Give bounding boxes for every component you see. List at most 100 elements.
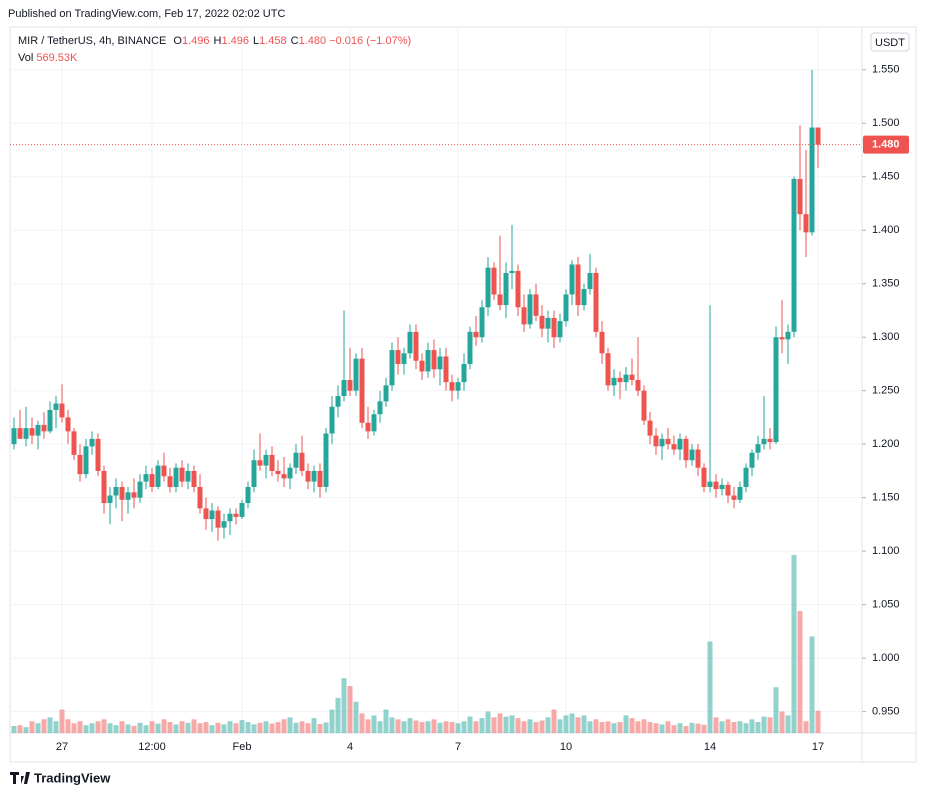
x-tick-label: 27 — [56, 741, 68, 753]
volume-bar — [809, 636, 815, 733]
candle-body — [635, 380, 641, 391]
candle-body — [83, 446, 89, 475]
candle-body — [671, 444, 677, 450]
volume-bar — [125, 724, 131, 733]
legend: MIR / TetherUS, 4h, BINANCE O1.496 H1.496… — [18, 35, 411, 47]
candle-body — [149, 474, 155, 487]
volume-bar — [281, 719, 287, 733]
volume-bar — [113, 725, 119, 733]
volume-bar — [287, 717, 293, 733]
candle-body — [317, 470, 323, 487]
grid — [10, 27, 862, 733]
volume-bar — [479, 718, 485, 733]
candle-body — [305, 470, 311, 482]
y-tick-label: 1.500 — [872, 117, 900, 129]
volume-bar — [797, 610, 803, 733]
volume-bar — [455, 723, 461, 733]
volume-bar — [131, 725, 137, 733]
candle-body — [593, 273, 599, 332]
candle-body — [743, 467, 749, 487]
candle-body — [419, 360, 425, 372]
volume-bar — [815, 710, 821, 733]
volume-bar — [557, 719, 563, 733]
x-tick-label: 12:00 — [138, 741, 166, 753]
candle-body — [653, 435, 659, 447]
volume-bar — [197, 723, 203, 733]
x-tick-label: 17 — [812, 741, 824, 753]
volume-bar — [467, 716, 473, 733]
volume-bar — [41, 719, 47, 733]
candle-body — [665, 438, 671, 445]
candle-body — [89, 438, 95, 447]
candle-body — [659, 438, 665, 447]
published: Published on TradingView.com, Feb 17, 20… — [8, 8, 285, 20]
currency[interactable]: USDT — [875, 37, 905, 49]
volume-bar — [341, 678, 347, 733]
candle-body — [131, 492, 137, 498]
candle-body — [563, 294, 569, 322]
y-tick-label: 1.400 — [872, 224, 900, 236]
candle-body — [35, 424, 41, 436]
candle-body — [371, 414, 377, 432]
volume-bar — [515, 718, 521, 733]
y-tick-label: 1.050 — [872, 599, 900, 611]
candle-body — [779, 337, 785, 340]
volume-bar — [461, 721, 467, 733]
candle-body — [737, 486, 743, 500]
y-tick-label: 1.150 — [872, 492, 900, 504]
candle-body — [77, 454, 83, 475]
legend-value: 1.480 — [298, 35, 327, 47]
volume-bar — [323, 722, 329, 733]
currency-button[interactable] — [870, 32, 910, 52]
candle-body — [395, 350, 401, 364]
volume-bar — [749, 719, 755, 733]
candle-body — [269, 454, 275, 471]
volume-bar — [353, 701, 359, 733]
candle-body — [467, 331, 473, 364]
y-tick-label: 0.950 — [872, 706, 900, 718]
candle-body — [137, 481, 143, 498]
legend-key: L — [253, 35, 260, 47]
volume-bar — [779, 711, 785, 733]
candle-body — [227, 513, 233, 522]
candle-body — [725, 484, 731, 496]
volume-legend: Vol 569.53K — [18, 52, 77, 64]
volume-bar — [761, 716, 767, 733]
volume-bar — [335, 697, 341, 733]
candle-body — [515, 270, 521, 308]
volume-bar — [389, 717, 395, 733]
candle-body — [401, 353, 407, 364]
volume-bar — [473, 721, 479, 733]
volume-bar — [23, 727, 29, 733]
y-tick-label: 1.350 — [872, 278, 900, 290]
volume-bar — [701, 724, 707, 733]
volume-bar — [119, 721, 125, 733]
legend-key: O — [173, 35, 182, 47]
volume-bar — [203, 722, 209, 733]
candle-body — [611, 377, 617, 386]
volume-bar — [143, 725, 149, 733]
candle-body — [701, 467, 707, 487]
volume-bar — [239, 720, 245, 733]
candle-body — [731, 495, 737, 500]
candle-body — [233, 513, 239, 517]
candle-body — [179, 467, 185, 482]
volume-bar — [671, 725, 677, 733]
y-tick-label: 1.300 — [872, 331, 900, 343]
volume-bar — [569, 713, 575, 733]
candle-body — [791, 178, 797, 332]
volume-bar — [311, 718, 317, 733]
volume-bar — [665, 721, 671, 733]
x-tick-label: 4 — [347, 741, 353, 753]
candle-body — [527, 294, 533, 325]
candle-body — [23, 428, 29, 439]
candle-body — [263, 454, 269, 466]
y-tick-label: 1.450 — [872, 171, 900, 183]
volume-bar — [497, 713, 503, 733]
volume-bar — [89, 723, 95, 733]
candle-body — [11, 428, 17, 445]
candle-body — [581, 289, 587, 306]
volume-bar — [611, 723, 617, 733]
candle-body — [569, 264, 575, 295]
